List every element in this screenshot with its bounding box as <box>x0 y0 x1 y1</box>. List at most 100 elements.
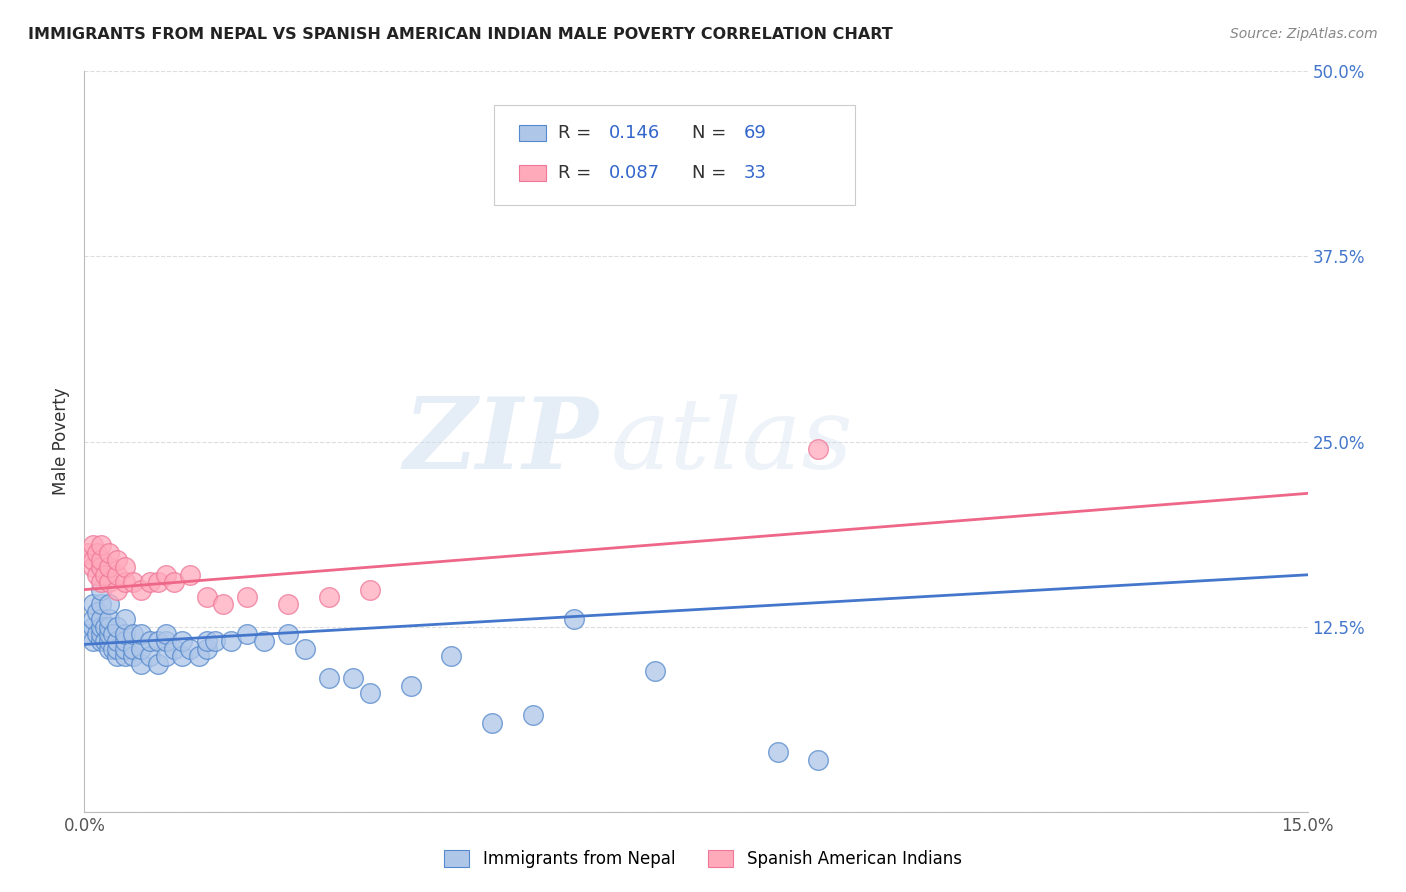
Point <box>179 641 201 656</box>
Point <box>97 627 120 641</box>
Point <box>138 575 160 590</box>
Point <box>644 664 666 678</box>
Text: IMMIGRANTS FROM NEPAL VS SPANISH AMERICAN INDIAN MALE POVERTY CORRELATION CHART: IMMIGRANTS FROM NEPAL VS SPANISH AMERICA… <box>28 27 893 42</box>
Point <box>195 590 218 604</box>
Point <box>359 686 381 700</box>
Point <box>236 627 259 641</box>
Point <box>172 634 194 648</box>
Point <box>146 634 169 648</box>
Point <box>105 649 128 664</box>
Point <box>155 627 177 641</box>
Point <box>82 612 104 626</box>
Point <box>294 641 316 656</box>
Point <box>766 746 789 760</box>
Point <box>122 575 145 590</box>
Point <box>179 567 201 582</box>
Point <box>807 753 830 767</box>
Text: N =: N = <box>692 164 733 182</box>
FancyBboxPatch shape <box>519 165 546 181</box>
Point <box>195 634 218 648</box>
Point <box>318 590 340 604</box>
Point <box>105 641 128 656</box>
Point <box>105 634 128 648</box>
Point <box>163 641 186 656</box>
Point <box>82 538 104 552</box>
Point <box>138 649 160 664</box>
Point <box>82 560 104 574</box>
Point <box>253 634 276 648</box>
Point <box>90 598 112 612</box>
Point <box>90 627 112 641</box>
Text: 69: 69 <box>744 124 766 142</box>
Point <box>114 649 136 664</box>
Point <box>359 582 381 597</box>
Point <box>342 672 364 686</box>
Point <box>82 619 104 633</box>
Point <box>114 627 136 641</box>
Point <box>114 612 136 626</box>
Point <box>90 582 112 597</box>
Point <box>97 634 120 648</box>
Point <box>236 590 259 604</box>
Point <box>90 538 112 552</box>
Point <box>97 612 120 626</box>
Point <box>163 575 186 590</box>
Point <box>77 627 100 641</box>
Text: R =: R = <box>558 164 596 182</box>
Point <box>97 619 120 633</box>
Point <box>155 649 177 664</box>
Point <box>97 598 120 612</box>
FancyBboxPatch shape <box>494 104 855 204</box>
Point <box>101 641 124 656</box>
Point <box>481 715 503 730</box>
Point <box>114 575 136 590</box>
Point <box>195 641 218 656</box>
Point <box>318 672 340 686</box>
Point <box>131 657 153 671</box>
Point <box>93 567 115 582</box>
Point <box>82 634 104 648</box>
Point <box>82 553 104 567</box>
Point <box>105 567 128 582</box>
Text: ZIP: ZIP <box>404 393 598 490</box>
Point <box>122 641 145 656</box>
Point <box>399 679 422 693</box>
Point <box>114 641 136 656</box>
Point <box>90 575 112 590</box>
Point <box>138 634 160 648</box>
Point <box>101 627 124 641</box>
Point <box>155 634 177 648</box>
Point <box>86 605 108 619</box>
Text: 0.146: 0.146 <box>609 124 661 142</box>
Point <box>204 634 226 648</box>
Point <box>105 553 128 567</box>
Point <box>90 619 112 633</box>
Point <box>114 634 136 648</box>
Point <box>93 619 115 633</box>
Point <box>86 546 108 560</box>
Point <box>131 582 153 597</box>
Text: N =: N = <box>692 124 733 142</box>
Point <box>105 582 128 597</box>
Point <box>90 553 112 567</box>
Point <box>277 627 299 641</box>
Point <box>219 634 242 648</box>
Point <box>122 649 145 664</box>
Point <box>97 546 120 560</box>
Point <box>212 598 235 612</box>
Point <box>172 649 194 664</box>
Point <box>82 598 104 612</box>
Text: 33: 33 <box>744 164 766 182</box>
Point <box>146 657 169 671</box>
Text: R =: R = <box>558 124 596 142</box>
Point <box>93 634 115 648</box>
Point <box>131 641 153 656</box>
Point <box>122 627 145 641</box>
Point <box>187 649 209 664</box>
Legend: Immigrants from Nepal, Spanish American Indians: Immigrants from Nepal, Spanish American … <box>437 843 969 875</box>
Point <box>562 612 585 626</box>
Point <box>807 442 830 456</box>
Point <box>97 560 120 574</box>
Point <box>522 708 544 723</box>
Point <box>146 575 169 590</box>
